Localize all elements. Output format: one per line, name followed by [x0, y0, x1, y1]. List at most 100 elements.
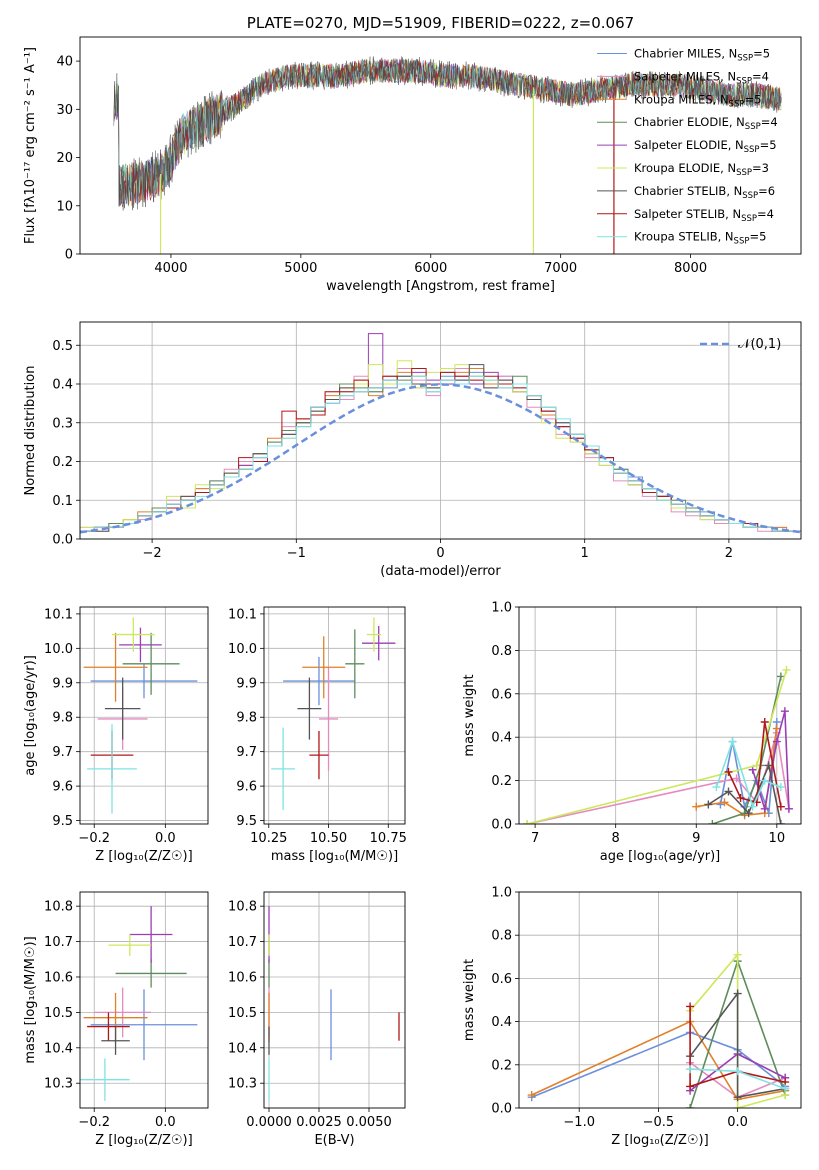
y-tick-label: 0.1 [52, 494, 73, 509]
y-tick-label: 20 [56, 151, 73, 166]
weight-marker-kroupa-stelib [686, 1065, 695, 1074]
y-tick-label: 0.0 [491, 1102, 512, 1117]
legend: Chabrier MILES, NSSP=5 Salpeter MILES, NS… [597, 47, 778, 247]
x-tick-label: 7 [531, 831, 539, 846]
y-tick-label: 0.2 [52, 455, 73, 470]
y-tick-label: 9.7 [52, 745, 73, 760]
x-tick-label: 9 [692, 831, 700, 846]
y-tick-label: 9.7 [236, 745, 257, 760]
weight-marker-kroupa-stelib [728, 737, 737, 746]
x-tick-label: 0.0 [155, 1115, 176, 1130]
legend-entry-kroupa-miles: Kroupa MILES, NSSP=5 [634, 92, 761, 109]
weight-marker-salpeter-stelib [736, 793, 745, 802]
weight-marker-kroupa-elodie [752, 761, 761, 770]
x-axis-label: age [log₁₀(age/yr)] [600, 849, 721, 864]
x-tick-label: −0.5 [643, 1115, 675, 1130]
weight-marker-chabrier-stelib [724, 787, 733, 796]
y-tick-label: 10.8 [228, 900, 257, 915]
y-tick-label: 0.4 [491, 1015, 512, 1030]
axes-frame [79, 321, 802, 540]
x-axis-label: (data-model)/error [380, 564, 501, 579]
weight-marker-chabrier-stelib [704, 800, 713, 809]
y-tick-label: 0.2 [491, 1058, 512, 1073]
y-tick-label: 0.4 [491, 731, 512, 746]
weight-line-kroupa-miles [531, 1020, 786, 1101]
weight-marker-kroupa-stelib [760, 776, 769, 785]
x-tick-label: 8 [612, 831, 620, 846]
weight-lines [523, 665, 793, 824]
weight-marker-salpeter-elodie [760, 804, 769, 813]
y-axis-label: Normed distribution [23, 366, 38, 496]
histogram-steps [80, 333, 801, 539]
y-tick-label: 10.3 [228, 1077, 257, 1092]
x-tick-label: −1 [287, 546, 306, 561]
y-tick-label: 10.7 [44, 935, 73, 950]
errorbar-points [83, 617, 198, 814]
chart-title: PLATE=0270, MJD=51909, FIBERID=0222, z=0… [247, 14, 634, 32]
x-tick-label: 0.0 [727, 1115, 748, 1130]
y-tick-label: 0.0 [491, 818, 512, 833]
y-axis-label: age [log₁₀(age/yr)] [23, 655, 38, 776]
y-tick-label: 10.5 [228, 1006, 257, 1021]
y-tick-label: 10.6 [44, 970, 73, 985]
legend-entry-kroupa-elodie: Kroupa ELODIE, NSSP=3 [634, 161, 769, 178]
weight-marker-salpeter-elodie [772, 737, 781, 746]
y-tick-label: 10 [56, 199, 73, 214]
spectrum-line-chabrier-elodie [113, 59, 782, 207]
errorbar-points [80, 906, 198, 1101]
y-tick-label: 9.6 [52, 780, 73, 795]
weight-marker-kroupa-elodie [523, 820, 532, 824]
y-tick-label: 10.1 [44, 607, 73, 622]
y-axis-label: mass [log₁₀(M/M☉)] [23, 936, 38, 1063]
y-axis-label: mass weight [462, 959, 477, 1041]
y-tick-label: 0.8 [491, 644, 512, 659]
legend-entry-chabrier-stelib: Chabrier STELIB, NSSP=6 [634, 184, 775, 201]
x-tick-label: 1 [581, 546, 589, 561]
y-tick-label: 9.6 [236, 780, 257, 795]
x-tick-label: −0.2 [78, 1115, 110, 1130]
weight-marker-salpeter-stelib [686, 1002, 695, 1011]
weight-marker-salpeter-stelib [686, 1082, 695, 1091]
spectrum-lines [113, 55, 782, 254]
x-tick-label: −1.0 [563, 1115, 595, 1130]
errorbar-points [268, 906, 400, 1101]
legend-entry-chabrier-miles: Chabrier MILES, NSSP=5 [634, 47, 770, 64]
weight-marker-salpeter-stelib [724, 767, 733, 776]
y-tick-label: 1.0 [491, 886, 512, 901]
axes-frame [263, 891, 406, 1109]
y-tick-label: 0 [65, 248, 73, 263]
weight-marker-chabrier-elodie [776, 672, 785, 681]
x-tick-label: 0.0050 [346, 1115, 392, 1130]
x-tick-label: 10 [769, 831, 786, 846]
y-tick-label: 9.5 [236, 814, 257, 829]
y-tick-label: 0.5 [52, 339, 73, 354]
histogram-series-kroupa-stelib [80, 375, 801, 539]
weight-marker-salpeter-stelib [760, 718, 769, 727]
x-tick-label: 0.0025 [296, 1115, 342, 1130]
y-tick-label: 10.6 [228, 970, 257, 985]
y-tick-label: 30 [56, 103, 73, 118]
x-tick-label: 7000 [544, 261, 577, 276]
normal-curve [80, 383, 801, 534]
y-tick-label: 0.2 [491, 774, 512, 789]
y-tick-label: 10.5 [44, 1006, 73, 1021]
panel-spectrum: 4000 5000 6000 7000 8000 0 10 20 30 40 wavelength … [23, 14, 802, 294]
y-axis-label: mass weight [462, 674, 477, 756]
axes-frame [79, 891, 209, 1109]
weight-marker-chabrier-miles [716, 800, 725, 809]
weight-marker-kroupa-miles [692, 802, 701, 811]
axes-frame [518, 606, 802, 825]
y-tick-label: 10.0 [44, 642, 73, 657]
y-axis-label: Flux [fλ10⁻¹⁷ erg cm⁻² s⁻¹ A⁻¹] [23, 47, 38, 244]
x-tick-label: 10.75 [370, 831, 407, 846]
x-tick-label: 0.0 [155, 831, 176, 846]
weight-marker-kroupa-elodie [733, 1104, 742, 1108]
x-axis-label: Z [log₁₀(Z/Z☉)] [95, 1133, 192, 1148]
y-tick-label: 10.3 [44, 1077, 73, 1092]
weight-marker-chabrier-stelib [764, 761, 773, 770]
weight-marker-chabrier-elodie [686, 1104, 695, 1108]
y-tick-label: 9.8 [52, 711, 73, 726]
weight-marker-chabrier-stelib [733, 989, 742, 998]
axes-frame [79, 606, 209, 825]
